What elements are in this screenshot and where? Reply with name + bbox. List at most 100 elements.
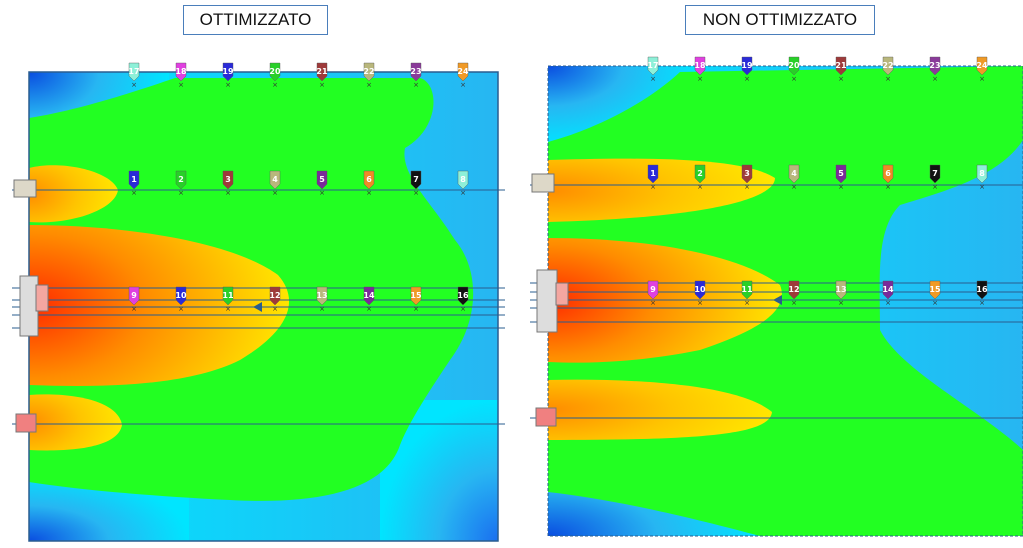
sensor-23: 23 × xyxy=(410,62,422,89)
sensor-cross: × xyxy=(131,81,137,89)
sensor-marker xyxy=(976,280,988,300)
sensor-marker xyxy=(128,170,140,190)
sensor-1: 1× xyxy=(647,164,659,191)
sensor-number: 22 xyxy=(363,67,374,76)
sensor-number: 24 xyxy=(457,67,469,76)
sensor-marker xyxy=(788,280,800,300)
sensor-number: 18 xyxy=(175,67,187,76)
sensor-cross: × xyxy=(744,299,750,307)
sensor-number: 23 xyxy=(410,67,421,76)
sensor-20: 20 × xyxy=(269,62,281,89)
sensor-marker xyxy=(128,62,140,82)
sensor-marker xyxy=(694,280,706,300)
sensor-marker xyxy=(410,62,422,82)
sensor-marker xyxy=(175,170,187,190)
sensor-marker xyxy=(363,170,375,190)
luminaire xyxy=(19,275,39,337)
luminaire xyxy=(13,179,37,198)
sensor-number: 13 xyxy=(316,291,327,300)
sensor-24: 24 × xyxy=(976,56,988,83)
sensor-6: 6× xyxy=(882,164,894,191)
sensor-number: 6 xyxy=(885,169,891,178)
sensor-cross: × xyxy=(225,305,231,313)
sensor-marker xyxy=(741,280,753,300)
sensor-cross: × xyxy=(366,81,372,89)
sensor-9: 9× xyxy=(647,280,659,307)
sensor-cross: × xyxy=(791,299,797,307)
sensor-number: 1 xyxy=(650,169,656,178)
sensor-5: 5× xyxy=(316,170,328,197)
sensor-16: 16 × xyxy=(457,286,469,313)
sensor-22: 22 × xyxy=(882,56,894,83)
luminaire xyxy=(35,284,49,312)
sensor-cross: × xyxy=(225,189,231,197)
sensor-marker xyxy=(976,56,988,76)
sensor-cross: × xyxy=(885,299,891,307)
sensor-5: 5× xyxy=(835,164,847,191)
sensor-marker xyxy=(835,164,847,184)
sensor-11: 11 × xyxy=(741,280,753,307)
sensor-cross: × xyxy=(460,189,466,197)
sensor-cross: × xyxy=(650,183,656,191)
sensor-12: 12 × xyxy=(269,286,281,313)
sensor-number: 15 xyxy=(929,285,941,294)
sensor-number: 4 xyxy=(272,175,278,184)
sensor-marker xyxy=(882,164,894,184)
luminaire xyxy=(536,269,558,333)
sensor-number: 2 xyxy=(178,175,184,184)
sensor-marker xyxy=(741,56,753,76)
sensor-11: 11 × xyxy=(222,286,234,313)
sensor-18: 18 × xyxy=(175,62,187,89)
sensor-marker xyxy=(694,56,706,76)
sensor-cross: × xyxy=(131,305,137,313)
sensor-marker xyxy=(929,280,941,300)
sensor-cross: × xyxy=(366,189,372,197)
sensor-8: 8× xyxy=(976,164,988,191)
sensor-19: 19 × xyxy=(222,62,234,89)
sensor-cross: × xyxy=(697,299,703,307)
sensor-10: 10 × xyxy=(175,286,187,313)
sensor-2: 2× xyxy=(175,170,187,197)
sensor-cross: × xyxy=(650,75,656,83)
sensor-7: 7× xyxy=(929,164,941,191)
sensor-number: 20 xyxy=(788,61,800,70)
sensor-number: 24 xyxy=(976,61,988,70)
sensor-cross: × xyxy=(319,305,325,313)
sensor-number: 19 xyxy=(741,61,753,70)
sensor-17: 17 × xyxy=(128,62,140,89)
sensor-number: 17 xyxy=(128,67,139,76)
sensor-cross: × xyxy=(744,75,750,83)
sensor-marker xyxy=(647,164,659,184)
sensor-21: 21 × xyxy=(316,62,328,89)
sensor-cross: × xyxy=(272,305,278,313)
arrow-icon xyxy=(773,295,782,305)
sensor-number: 15 xyxy=(410,291,422,300)
sensor-cross: × xyxy=(413,189,419,197)
sensor-marker xyxy=(316,62,328,82)
sensor-number: 1 xyxy=(131,175,137,184)
sensor-number: 8 xyxy=(460,175,466,184)
sensor-23: 23 × xyxy=(929,56,941,83)
sensor-19: 19 × xyxy=(741,56,753,83)
sensor-cross: × xyxy=(885,183,891,191)
sensor-17: 17 × xyxy=(647,56,659,83)
sensor-6: 6× xyxy=(363,170,375,197)
sensor-marker xyxy=(222,62,234,82)
sensor-3: 3× xyxy=(741,164,753,191)
sensor-cross: × xyxy=(460,305,466,313)
sensor-cross: × xyxy=(366,305,372,313)
sensor-cross: × xyxy=(413,81,419,89)
sensor-cross: × xyxy=(319,189,325,197)
heatmap-not-optimized xyxy=(548,66,1023,536)
overlay-optimized: 17×18×19×20×21×22×23×24×1×2×3×4×5×6×7×8×… xyxy=(12,62,505,433)
sensor-cross: × xyxy=(697,75,703,83)
sensor-cross: × xyxy=(791,75,797,83)
sensor-cross: × xyxy=(932,299,938,307)
sensor-3: 3× xyxy=(222,170,234,197)
sensor-cross: × xyxy=(838,75,844,83)
sensor-marker xyxy=(269,286,281,306)
sensor-marker xyxy=(647,56,659,76)
sensor-cross: × xyxy=(791,183,797,191)
sensor-24: 24 × xyxy=(457,62,469,89)
